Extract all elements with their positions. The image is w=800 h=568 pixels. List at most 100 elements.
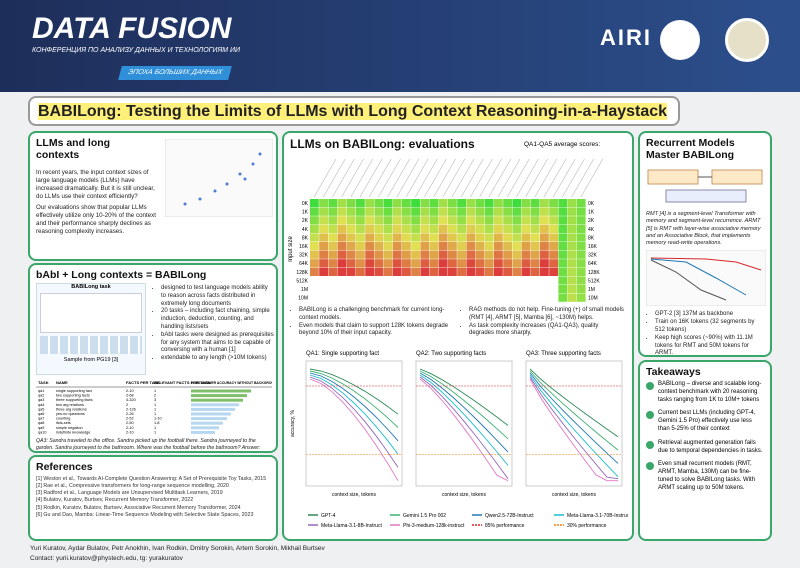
heatmap-cell [392,199,402,208]
heatmap-cell [328,199,338,208]
heatmap-cell [540,207,549,216]
heatmap-cell [503,242,512,251]
babi-box: bAbI + Long contexts = BABILong BABILong… [28,263,278,453]
heatmap-cell [484,207,494,216]
heatmap-cell [356,224,365,233]
heatmap-cell [457,199,466,208]
heatmap-cell [429,199,439,208]
heatmap-cell [319,250,328,259]
takeaway: Current best LLMs (including GPT-4, Gemi… [646,410,764,433]
row-label: 0K [588,201,595,207]
table-header: LLMS ANSWER ACCURACY WITHOUT BACKGROUND … [191,381,272,385]
heatmap-cell [365,242,374,251]
heatmap-cell [374,199,384,208]
heading: LLMs and long contexts [36,137,111,161]
icon [646,382,654,390]
heatmap-cell [494,259,503,268]
heatmap-cell [530,224,540,233]
heatmap-cell [448,224,457,233]
heatmap-cell [319,233,328,242]
heatmap-cell [337,250,347,259]
reference: [6] Gu and Dao, Mamba: Linear-Time Seque… [36,511,254,518]
heatmap-cell [494,216,503,225]
takeaway-list: BABILong – diverse and scalable long-con… [646,381,764,493]
accuracy-bar [191,403,239,407]
bullet: Even models that claim to support 128K t… [299,323,455,339]
heatmap-cell [576,259,586,268]
heatmap-cell [466,259,476,268]
accuracy-bar [191,412,231,416]
heatmap-cell [540,259,549,268]
table-header: FACTS PER TASK [126,380,160,385]
heatmap-cell [512,233,522,242]
heatmap-cell [392,242,402,251]
heatmap-cell [438,207,448,216]
heatmap-cell [420,207,430,216]
model-label-stub [470,158,493,198]
heatmap-cell [549,267,558,276]
heatmap-cell [466,233,476,242]
plot-frame [525,360,623,487]
title-box: BABILong: Testing the Limits of LLMs wit… [28,96,680,126]
heatmap-cell [540,267,549,276]
plots: QA1: Single supporting fact context size,… [290,351,628,529]
heatmap-cell [567,216,577,225]
heading: Takeaways [646,366,701,378]
accuracy-bar [191,421,223,425]
plot-line [419,372,509,453]
heatmap-cell [457,233,466,242]
heatmap-cell [310,224,319,233]
row-label: 16K [588,244,598,250]
table-cell: 2-68 [126,394,134,398]
heatmap-cell [310,199,319,208]
heatmap-cell [438,242,448,251]
heatmap-cell [576,224,586,233]
plot-frame [305,360,403,487]
table-cell: three supporting facts [56,398,93,402]
heatmap-cell [576,293,586,302]
heatmap-cell [484,224,494,233]
heatmap-cell [540,250,549,259]
intro-box: LLMs and long contexts In recent years, … [28,131,278,261]
heatmap-cell [457,216,466,225]
model-label-stub [534,158,557,198]
row-label: 512K [296,278,308,284]
heatmap-cell [494,242,503,251]
table-cell: qa8 [38,421,44,425]
heatmap-cell [576,233,586,242]
heatmap-cell [448,242,457,251]
model-label-stub [405,158,429,198]
heatmap-cell [494,233,503,242]
icon [646,440,654,449]
x-axis-label: context size, tokens [552,492,596,498]
table-cell: 1-8 [154,421,160,425]
row-label: 4K [302,227,309,233]
heatmap-cell [494,250,503,259]
heading: LLMs on BABILong: evaluations [290,137,475,151]
plot-line [309,368,399,415]
heatmap-cell [558,199,568,208]
legend-label: 30% performance [567,523,607,529]
heatmap-cell [512,207,522,216]
heatmap-cell [503,267,512,276]
model-label-stub [543,158,567,198]
bullet: GPT-2 [3] 137M as backbone [655,311,764,319]
heatmap-cell [392,224,402,233]
heatmap-cell [337,199,347,208]
takeaway: Even small recurrent models (RMT, ARMT, … [646,461,764,492]
heatmap-cell [549,259,558,268]
heatmap-cell [558,293,568,302]
legend-label: Meta-Llama-3.1-70B-Instruct [567,513,628,519]
heatmap-cell [567,207,577,216]
heatmap-cell [576,276,586,285]
heatmap-cell [540,233,549,242]
heatmap-cell [328,216,338,225]
heatmap-cell [576,267,586,276]
table-cell: lists-sets [56,421,71,425]
heatmap-cell [521,242,531,251]
heatmap-cell [466,224,476,233]
row-label: 16K [299,244,309,250]
heatmap-cell [457,207,466,216]
heatmap-cell [567,285,577,294]
heatmap-cell [411,199,420,208]
